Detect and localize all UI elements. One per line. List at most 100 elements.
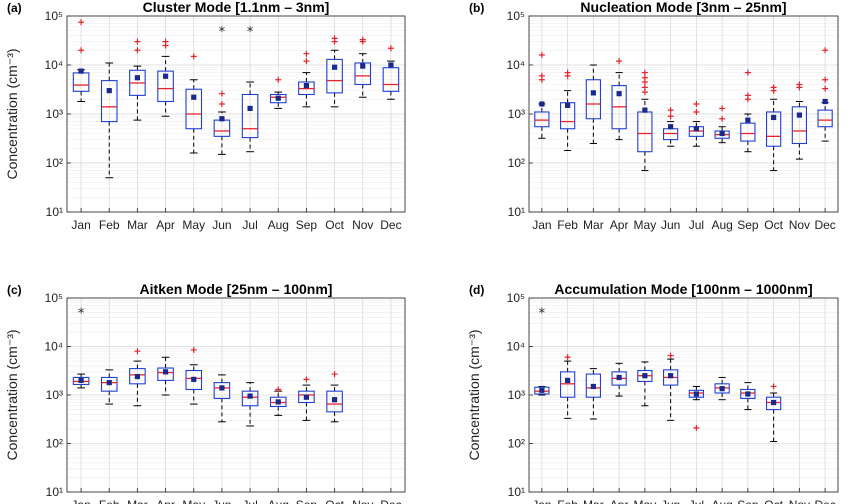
y-axis-label: Concentration (cm⁻³) <box>466 329 482 460</box>
box-Oct <box>326 371 343 423</box>
outlier-marker <box>134 348 141 355</box>
panel-title: Aitken Mode [25nm – 100nm] <box>140 281 333 297</box>
panel-label: (b) <box>469 1 484 15</box>
iqr-box <box>817 109 833 128</box>
outlier-marker <box>693 100 700 107</box>
panel-label: (a) <box>7 1 22 15</box>
outlier-marker <box>641 89 648 96</box>
box-Sep <box>298 376 315 421</box>
x-tick-label: Jun <box>212 498 231 504</box>
mean-marker <box>771 114 777 121</box>
mean-marker <box>275 95 281 101</box>
iqr-box <box>213 382 231 399</box>
mean-marker <box>616 374 622 381</box>
box-Sep <box>740 382 756 411</box>
x-tick-label: Jun <box>661 218 680 232</box>
mean-marker <box>78 377 84 384</box>
box-Jun: * <box>213 25 231 155</box>
outlier-marker <box>538 51 545 58</box>
mean-marker <box>331 397 338 403</box>
outlier-marker <box>770 87 777 94</box>
y-tick-label: 10³ <box>46 388 63 402</box>
x-tick-label: Apr <box>610 218 629 232</box>
y-tick-label: 10³ <box>508 388 525 402</box>
outlier-marker <box>134 47 141 54</box>
x-tick-label: Aug <box>711 498 732 504</box>
box-May <box>185 53 203 154</box>
x-tick-label: Mar <box>583 498 604 504</box>
panel-b: 10¹ 10² 10³ 10⁴ 10⁵ Jan Feb Mar Apr May Jun Jul Aug S… <box>469 0 839 232</box>
box-Apr <box>611 362 627 397</box>
x-tick-label: Jul <box>689 218 704 232</box>
mean-marker <box>303 394 310 400</box>
box-Jun <box>662 352 679 421</box>
box-Apr <box>611 58 627 141</box>
x-tick-label: Mar <box>583 218 604 232</box>
mean-marker <box>616 91 622 97</box>
outlier-marker <box>218 90 225 97</box>
box-Sep <box>740 69 756 153</box>
x-tick-label: Jan <box>71 218 90 232</box>
outlier-marker <box>134 38 141 45</box>
mean-marker <box>719 130 725 137</box>
mean-marker <box>162 369 169 375</box>
x-tick-label: Dec <box>380 218 401 232</box>
box-May <box>637 69 653 172</box>
y-tick-label: 10⁵ <box>45 291 63 305</box>
mean-marker <box>693 126 699 132</box>
outlier-marker <box>822 47 829 54</box>
iqr-box <box>382 67 400 92</box>
mean-marker <box>771 399 777 406</box>
box-Jan <box>72 19 90 102</box>
x-tick-label: Jun <box>661 498 680 504</box>
x-tick-label: Sep <box>296 218 318 232</box>
iqr-box <box>534 111 550 128</box>
x-tick-label: Jan <box>532 498 551 504</box>
panel-title: Nucleation Mode [3nm – 25nm] <box>580 0 786 15</box>
outlier-marker <box>387 45 394 52</box>
y-tick-label: 10² <box>508 437 525 451</box>
y-tick-label: 10⁵ <box>507 291 525 305</box>
mean-marker <box>247 105 253 112</box>
panel-label: (d) <box>469 283 484 297</box>
mean-marker <box>590 383 596 390</box>
outlier-marker <box>190 346 197 353</box>
x-tick-label: Feb <box>99 498 120 504</box>
mean-marker <box>745 391 751 397</box>
outlier-marker <box>78 47 85 54</box>
x-tick-label: Oct <box>325 498 344 504</box>
x-tick-label: Apr <box>156 218 175 232</box>
outlier-marker <box>744 96 751 103</box>
extreme-marker: * <box>539 307 546 322</box>
mean-marker <box>134 75 141 81</box>
mean-marker <box>539 101 545 107</box>
box-Feb <box>559 69 576 151</box>
outlier-marker <box>275 76 282 83</box>
x-tick-label: May <box>634 498 657 504</box>
box-May <box>185 346 203 405</box>
x-tick-label: Oct <box>764 498 783 504</box>
y-tick-label: 10³ <box>508 107 525 121</box>
x-tick-label: Jul <box>242 218 257 232</box>
iqr-box <box>740 388 756 399</box>
iqr-box <box>157 367 174 381</box>
outlier-marker <box>641 78 648 85</box>
outlier-marker <box>303 50 310 57</box>
x-tick-label: Nov <box>352 498 373 504</box>
mean-marker <box>590 90 596 96</box>
box-Nov <box>791 81 808 160</box>
mean-marker <box>78 68 84 74</box>
mean-marker <box>134 373 141 380</box>
box-Feb <box>559 354 576 419</box>
extreme-marker: * <box>78 307 85 322</box>
box-Mar <box>129 38 146 121</box>
box-Dec <box>817 47 833 142</box>
mean-marker <box>668 373 674 379</box>
x-tick-label: Nov <box>789 218 810 232</box>
outlier-marker <box>770 383 777 390</box>
mean-marker <box>822 98 828 105</box>
x-tick-label: Aug <box>268 218 289 232</box>
mean-marker <box>693 391 699 397</box>
box-Mar <box>585 368 602 420</box>
